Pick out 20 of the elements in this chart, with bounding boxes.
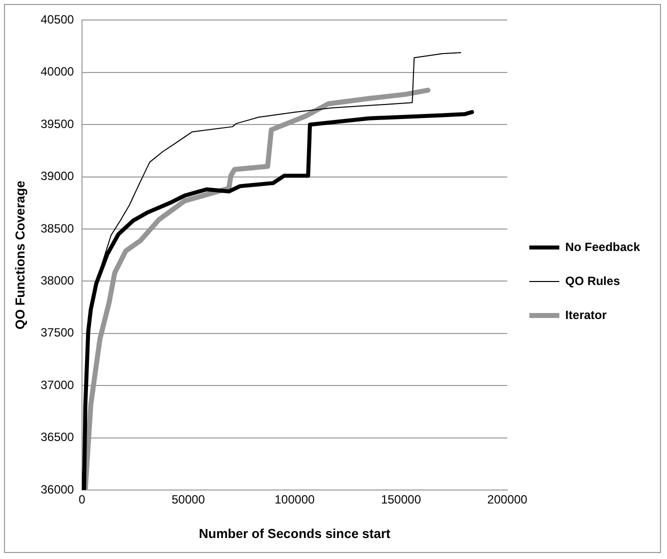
x-tick-label: 200000 [487, 492, 528, 507]
y-tick-label: 40500 [40, 12, 74, 27]
y-axis-title: QO Functions Coverage [12, 180, 28, 330]
y-tick-label: 38500 [40, 221, 74, 236]
y-tick-label: 39500 [40, 116, 74, 131]
y-tick-label: 36500 [40, 430, 74, 444]
y-tick-label: 37000 [40, 378, 74, 392]
y-tick-label: 39000 [40, 169, 74, 184]
y-tick-label: 36000 [40, 482, 74, 496]
legend-label: No Feedback [565, 240, 640, 254]
y-tick-label: 40000 [40, 64, 74, 79]
y-tick-label: 38000 [40, 274, 74, 288]
y-tick-label: 37500 [40, 326, 74, 340]
x-tick-label: 100000 [274, 492, 315, 507]
x-tick-label: 50000 [172, 492, 206, 507]
x-axis-title: Number of Seconds since start [198, 526, 392, 541]
legend-label: Iterator [565, 308, 607, 322]
x-tick-label: 0 [78, 492, 86, 507]
x-tick-label: 150000 [380, 492, 422, 507]
legend-label: QO Rules [565, 274, 620, 288]
